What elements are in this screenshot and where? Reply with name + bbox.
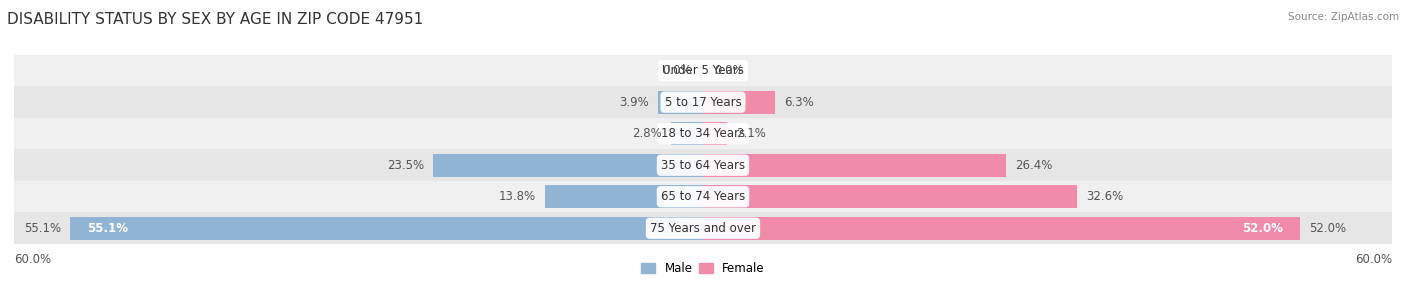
Text: Source: ZipAtlas.com: Source: ZipAtlas.com — [1288, 12, 1399, 22]
Text: 2.1%: 2.1% — [737, 127, 766, 140]
Bar — [14, 118, 1392, 149]
Legend: Male, Female: Male, Female — [637, 257, 769, 280]
Bar — [14, 55, 1392, 86]
Text: 26.4%: 26.4% — [1015, 159, 1053, 172]
Bar — [703, 91, 775, 113]
Text: 55.1%: 55.1% — [87, 222, 128, 235]
Bar — [70, 217, 703, 240]
Bar — [544, 185, 703, 208]
Text: DISABILITY STATUS BY SEX BY AGE IN ZIP CODE 47951: DISABILITY STATUS BY SEX BY AGE IN ZIP C… — [7, 12, 423, 27]
Text: 0.0%: 0.0% — [714, 64, 744, 77]
Text: 52.0%: 52.0% — [1241, 222, 1282, 235]
Bar — [14, 149, 1392, 181]
Text: Under 5 Years: Under 5 Years — [662, 64, 744, 77]
Text: 2.8%: 2.8% — [631, 127, 662, 140]
Text: 75 Years and over: 75 Years and over — [650, 222, 756, 235]
Bar — [14, 181, 1392, 213]
Text: 23.5%: 23.5% — [387, 159, 425, 172]
Text: 5 to 17 Years: 5 to 17 Years — [665, 96, 741, 109]
Bar — [14, 213, 1392, 244]
Text: 6.3%: 6.3% — [785, 96, 814, 109]
Text: 3.9%: 3.9% — [619, 96, 650, 109]
Text: 35 to 64 Years: 35 to 64 Years — [661, 159, 745, 172]
Text: 32.6%: 32.6% — [1087, 190, 1123, 203]
Bar — [703, 217, 1301, 240]
Text: 13.8%: 13.8% — [498, 190, 536, 203]
Text: 52.0%: 52.0% — [1309, 222, 1347, 235]
Bar — [703, 154, 1007, 177]
Bar — [671, 122, 703, 145]
Bar — [703, 185, 1077, 208]
Bar — [433, 154, 703, 177]
Text: 60.0%: 60.0% — [1355, 253, 1392, 267]
Text: 60.0%: 60.0% — [14, 253, 51, 267]
Bar — [14, 86, 1392, 118]
Bar — [703, 122, 727, 145]
Bar — [658, 91, 703, 113]
Text: 55.1%: 55.1% — [24, 222, 60, 235]
Text: 65 to 74 Years: 65 to 74 Years — [661, 190, 745, 203]
Text: 0.0%: 0.0% — [662, 64, 692, 77]
Text: 18 to 34 Years: 18 to 34 Years — [661, 127, 745, 140]
